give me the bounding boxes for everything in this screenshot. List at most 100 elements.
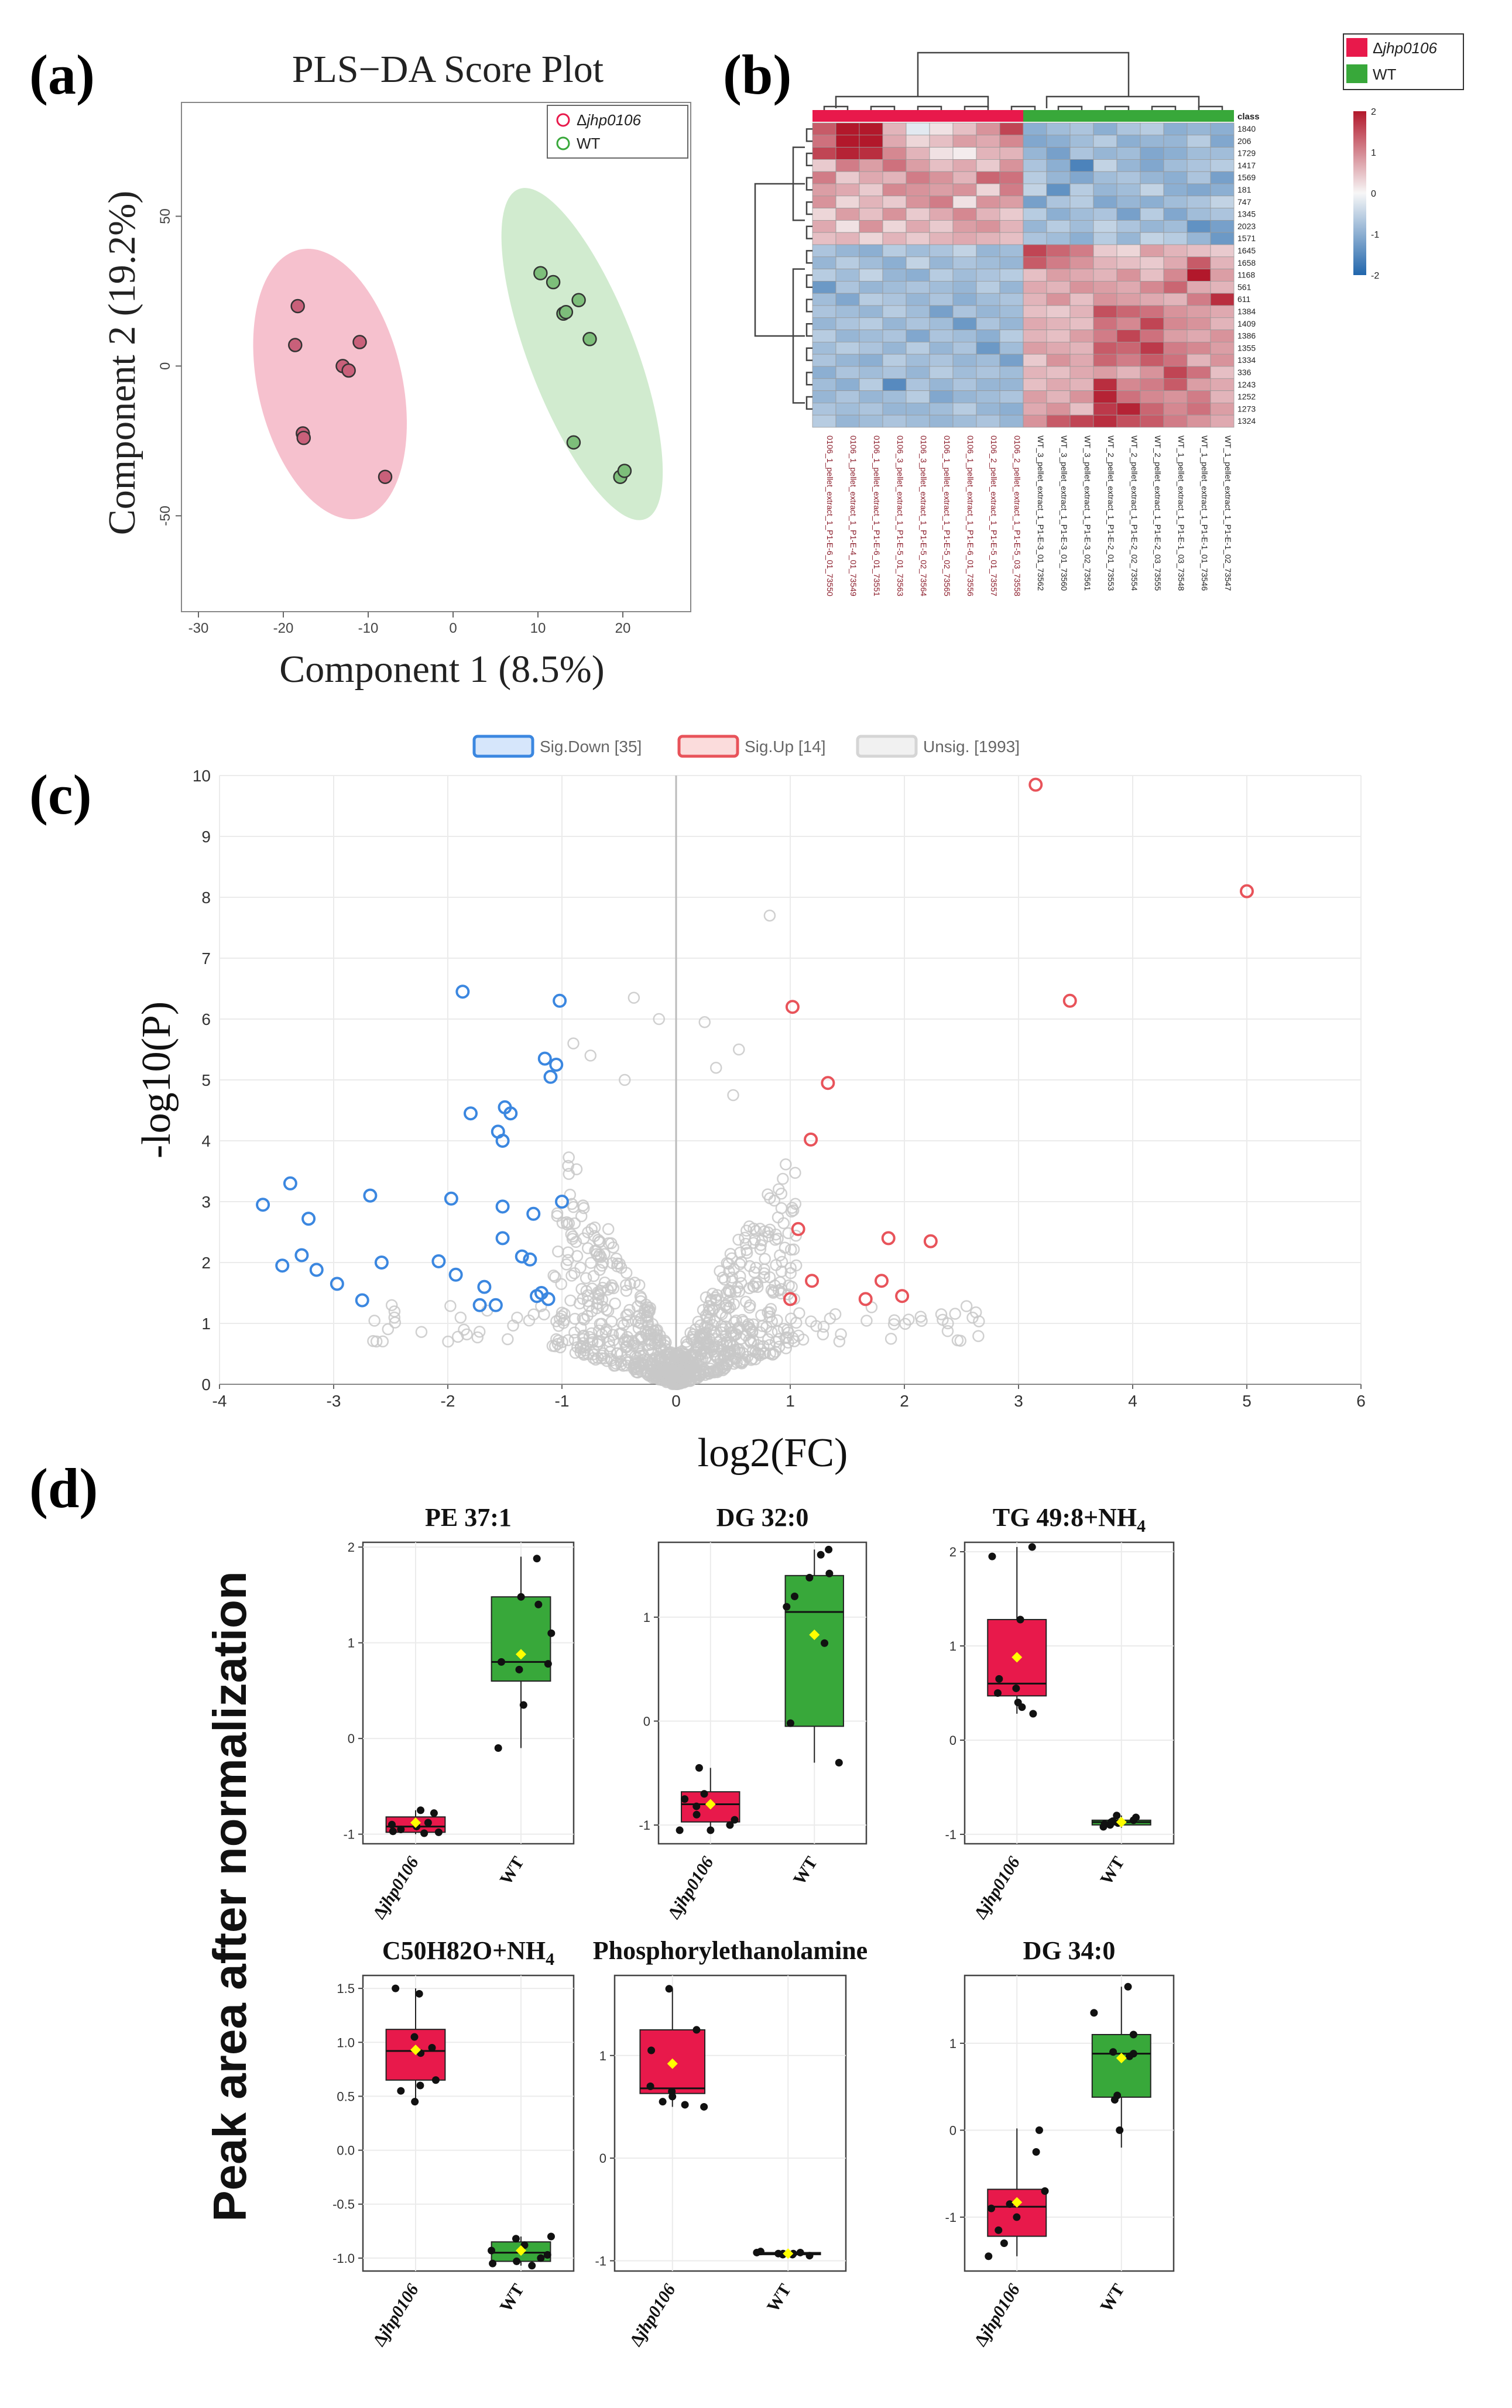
class-bar-cell [1000, 110, 1023, 122]
mean-marker [410, 2045, 421, 2056]
unsig-point [966, 1311, 979, 1324]
unsig-point [666, 1370, 679, 1383]
col-dendro-leaf [870, 105, 896, 110]
heatmap-cell [952, 305, 977, 318]
heatmap-cell [1163, 378, 1188, 391]
heatmap-cell [952, 232, 977, 245]
heatmap-cell [1116, 342, 1141, 355]
heatmap-cell [976, 414, 1000, 428]
heatmap-cell [1023, 208, 1047, 221]
heatmap-cell [882, 378, 907, 391]
row-dendro-leaf [805, 128, 812, 142]
heatmap-cell [1023, 183, 1047, 197]
heatmap-cell [882, 219, 907, 233]
unsig-point [586, 1282, 598, 1295]
heatmap-cell [1023, 317, 1047, 330]
heatmap-cell [1116, 330, 1141, 342]
heatmap-cell [1140, 414, 1164, 428]
unsig-point [628, 992, 640, 1004]
heatmap-cell [1093, 219, 1117, 233]
sig-up-point [1240, 884, 1254, 898]
heatmap-cell [976, 354, 1000, 367]
heatmap-cell [906, 208, 930, 221]
data-point [392, 1984, 400, 1992]
data-point [513, 2257, 521, 2265]
unsig-point [935, 1308, 948, 1320]
heatmap-cell [906, 317, 930, 330]
unsig-point [564, 1188, 577, 1201]
unsig-point [598, 1248, 611, 1260]
sig-up-point [821, 1076, 835, 1090]
data-point [1006, 2200, 1014, 2208]
unsig-point [583, 1330, 596, 1343]
heatmap-cell [1187, 342, 1211, 355]
data-point [731, 1816, 739, 1824]
heatmap-cell [1093, 354, 1117, 367]
heatmap-cell [906, 171, 930, 184]
sig-down-point [549, 1058, 564, 1072]
sig-up-point [805, 1274, 820, 1288]
heatmap-cell [882, 280, 907, 294]
unsig-point [744, 1299, 756, 1312]
heatmap-cell [1210, 208, 1235, 221]
unsig-point [758, 1267, 770, 1280]
sig-down-point [495, 1231, 510, 1246]
row-label: 747 [1237, 197, 1252, 207]
sig-down-point [523, 1252, 537, 1267]
heatmap-panel: class18402061729141715691817471345202315… [754, 33, 1464, 596]
heatmap-cell [1210, 195, 1235, 208]
data-point [1129, 1816, 1137, 1824]
heatmap-cell [999, 171, 1024, 184]
unsig-point [714, 1334, 726, 1347]
heatmap-cell [1187, 219, 1211, 233]
row-label: 206 [1237, 136, 1252, 146]
row-dendro-leaf [805, 250, 812, 264]
y-tick-label: 0 [949, 2123, 956, 2138]
heatmap-cell [1140, 171, 1164, 184]
y-tick-label: 1 [949, 1639, 956, 1654]
heatmap-cell [1093, 232, 1117, 245]
col-dendro-leaf [823, 105, 849, 110]
heatmap-cell [952, 403, 977, 416]
unsig-point [591, 1338, 604, 1351]
heatmap-cell [1140, 366, 1164, 379]
mutant-point [296, 430, 311, 445]
col-dendro-leaf [1151, 105, 1177, 110]
heatmap-cell [1116, 280, 1141, 294]
heatmap-cell [1187, 366, 1211, 379]
heatmap-cell [835, 317, 860, 330]
heatmap-cell [1140, 256, 1164, 269]
heatmap-cell [1210, 354, 1235, 367]
heatmap-cell [999, 378, 1024, 391]
unsig-point [694, 1332, 707, 1344]
data-point [985, 2252, 993, 2260]
heatmap-cell [929, 122, 954, 136]
sig-up-point [1028, 777, 1043, 792]
data-point [397, 2087, 405, 2095]
heatmap-cell [999, 390, 1024, 403]
heatmap-cell [1046, 147, 1071, 160]
unsig-point [585, 1223, 598, 1235]
y-tick-label: 1 [949, 2036, 956, 2051]
heatmap-cell [1046, 159, 1071, 172]
column-label: WT_3_pellet_extract_1_P1-E-3_01_73560 [1060, 435, 1069, 591]
heatmap-cell [835, 183, 860, 197]
heatmap-cell [835, 171, 860, 184]
sig-down-point [283, 1176, 297, 1191]
heatmap-cell [929, 280, 954, 294]
unsig-point [507, 1319, 519, 1332]
unsig-point [640, 1328, 653, 1340]
heatmap-cell [1187, 269, 1211, 282]
heatmap-cell [906, 232, 930, 245]
data-point [497, 1658, 505, 1666]
data-point [1035, 2126, 1043, 2134]
unsig-point [581, 1242, 594, 1254]
data-point [389, 1827, 397, 1836]
data-point [417, 1806, 425, 1814]
data-point [397, 1825, 405, 1833]
box-wt [784, 1575, 844, 1727]
heatmap-cell [1163, 280, 1188, 294]
row-label: 2023 [1237, 221, 1256, 231]
sig-down-point [537, 1051, 552, 1066]
heatmap-cell [859, 280, 883, 294]
